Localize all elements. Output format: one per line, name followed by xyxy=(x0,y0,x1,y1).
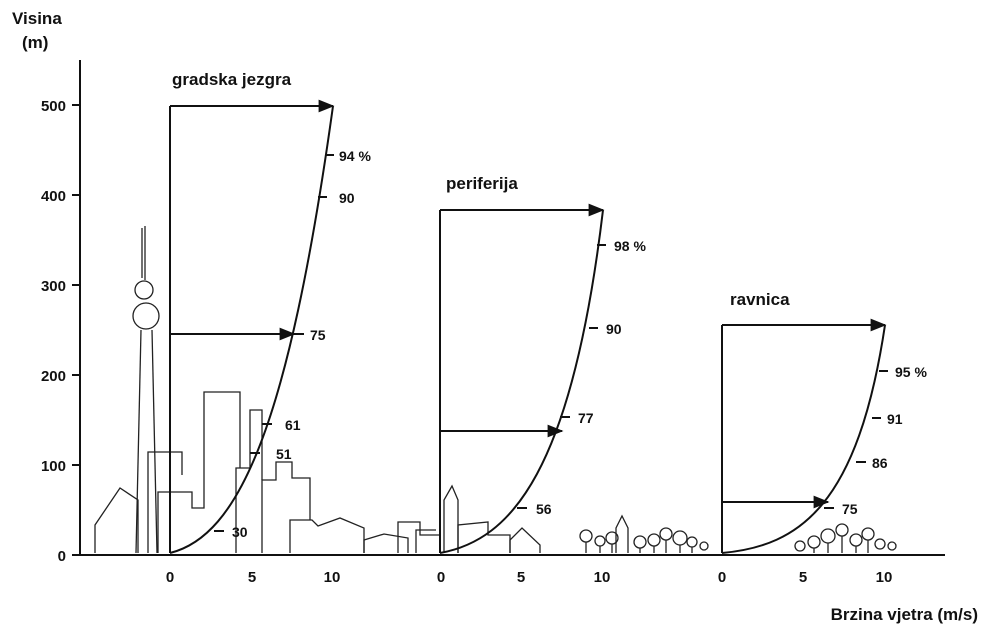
profile-suburb: periferija 98 % 90 77 56 0 5 10 xyxy=(437,174,647,586)
profile-city-core-title: gradska jezgra xyxy=(172,70,292,89)
profile-suburb-label-90: 90 xyxy=(606,321,622,337)
y-axis-title-line2: (m) xyxy=(22,33,48,52)
profile-suburb-label-77: 77 xyxy=(578,410,594,426)
x-axis-title: Brzina vjetra (m/s) xyxy=(831,605,978,624)
y-tick-100: 100 xyxy=(41,458,66,475)
y-tick-0: 0 xyxy=(58,548,66,565)
plain-vegetation xyxy=(794,523,897,553)
profile-plain-label-91: 91 xyxy=(887,411,903,427)
profile-plain-xtick-5: 5 xyxy=(799,569,807,586)
profile-city-core-curve xyxy=(169,105,334,554)
profile-plain-title: ravnica xyxy=(730,290,790,309)
profile-suburb-xtick-0: 0 xyxy=(437,569,445,586)
profile-city-core-label-51: 51 xyxy=(276,446,292,462)
profile-city-core-label-61: 61 xyxy=(285,417,301,433)
profile-suburb-xtick-10: 10 xyxy=(594,569,611,586)
profile-city-core-label-75: 75 xyxy=(310,327,326,343)
profile-suburb-xtick-5: 5 xyxy=(517,569,525,586)
profile-city-core-markers xyxy=(214,154,334,532)
profile-city-core-label-30: 30 xyxy=(232,524,248,540)
profile-plain-curve xyxy=(721,324,886,554)
profile-plain-xtick-10: 10 xyxy=(876,569,893,586)
profile-city-core-xtick-0: 0 xyxy=(166,569,174,586)
y-axis-ticks xyxy=(72,104,80,556)
profile-plain-markers xyxy=(824,370,888,509)
y-tick-500: 500 xyxy=(41,98,66,115)
profile-city-core-xtick-5: 5 xyxy=(248,569,256,586)
profile-city-core-label-94: 94 % xyxy=(339,148,371,164)
profile-suburb-markers xyxy=(517,244,606,509)
profile-city-core-label-90: 90 xyxy=(339,190,355,206)
profile-suburb-title: periferija xyxy=(446,174,518,193)
profile-suburb-label-56: 56 xyxy=(536,501,552,517)
profile-plain-label-75: 75 xyxy=(842,501,858,517)
profile-plain-label-95: 95 % xyxy=(895,364,927,380)
y-tick-400: 400 xyxy=(41,188,66,205)
suburb-buildings xyxy=(443,484,709,553)
profile-suburb-curve xyxy=(439,209,604,554)
profile-city-core-xtick-10: 10 xyxy=(324,569,341,586)
city-skyline xyxy=(94,226,440,554)
y-tick-200: 200 xyxy=(41,368,66,385)
y-axis-title-line1: Visina xyxy=(12,9,62,28)
profile-suburb-label-98: 98 % xyxy=(614,238,646,254)
profile-plain: ravnica 95 % 91 86 75 0 5 10 xyxy=(718,290,928,586)
profile-city-core: gradska jezgra 94 % 90 75 61 51 30 0 5 1… xyxy=(166,70,372,586)
y-tick-300: 300 xyxy=(41,278,66,295)
profile-plain-xtick-0: 0 xyxy=(718,569,726,586)
profile-plain-label-86: 86 xyxy=(872,455,888,471)
